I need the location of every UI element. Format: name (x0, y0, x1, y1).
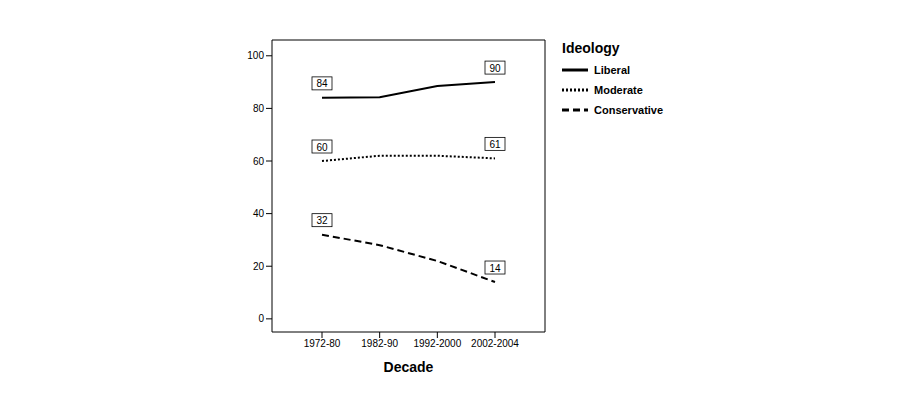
svg-text:32: 32 (316, 215, 328, 226)
svg-text:80: 80 (253, 103, 265, 114)
svg-text:90: 90 (489, 63, 501, 74)
svg-text:2002-2004: 2002-2004 (471, 338, 519, 349)
svg-text:20: 20 (253, 261, 265, 272)
svg-text:1992-2000: 1992-2000 (413, 338, 461, 349)
svg-text:14: 14 (489, 263, 501, 274)
svg-text:40: 40 (253, 208, 265, 219)
svg-text:1982-90: 1982-90 (361, 338, 398, 349)
svg-text:1972-80: 1972-80 (304, 338, 341, 349)
svg-text:84: 84 (316, 78, 328, 89)
svg-text:Decade: Decade (384, 359, 434, 375)
svg-text:60: 60 (316, 142, 328, 153)
svg-text:0: 0 (258, 313, 264, 324)
html-text:Ideology: Ideology (562, 40, 620, 56)
svg-text:100: 100 (247, 50, 264, 61)
html-text:Moderate: Moderate (594, 84, 643, 96)
html-text:Conservative: Conservative (594, 104, 664, 116)
svg-text:60: 60 (253, 156, 265, 167)
html-text:Liberal: Liberal (594, 64, 631, 76)
svg-text:61: 61 (489, 139, 501, 150)
